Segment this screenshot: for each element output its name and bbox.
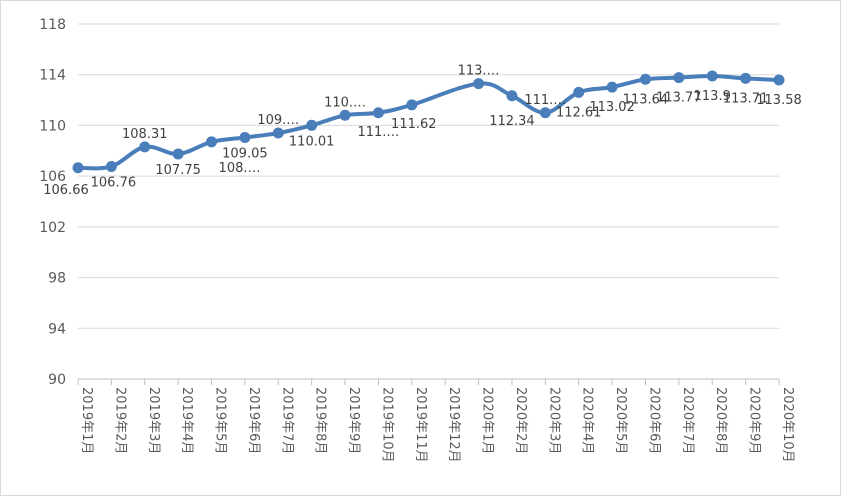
data-label: 109.05	[222, 146, 268, 161]
x-tick-label: 2019年2月	[112, 387, 127, 454]
x-tick-label: 2020年6月	[646, 387, 661, 454]
x-tick-label: 2020年5月	[613, 387, 628, 454]
data-point	[406, 99, 418, 111]
x-tick-label: 2019年11月	[413, 387, 428, 463]
x-tick-label: 2019年7月	[279, 387, 294, 454]
data-label: 110.01	[289, 134, 335, 149]
data-label: 113.02	[589, 100, 635, 115]
data-point	[172, 148, 184, 160]
data-label: 113.58	[756, 93, 802, 108]
x-tick-label: 2019年10月	[379, 387, 394, 463]
data-point	[506, 90, 518, 102]
x-tick-label: 2019年12月	[446, 387, 461, 463]
data-point	[706, 70, 718, 82]
data-label: 113.64	[623, 92, 669, 107]
data-point	[539, 107, 551, 119]
x-tick-label: 2020年10月	[780, 387, 795, 463]
data-label: 113.71	[723, 91, 769, 106]
data-point	[272, 127, 284, 139]
x-tick-label: 2020年9月	[747, 387, 762, 454]
x-tick-label: 2020年8月	[713, 387, 728, 454]
gridlines	[78, 23, 779, 380]
x-tick-label: 2020年7月	[680, 387, 695, 454]
y-tick-label: 106	[39, 169, 66, 185]
y-tick-label: 110	[39, 118, 66, 134]
y-tick-label: 118	[39, 17, 66, 33]
y-tick-label: 102	[39, 220, 66, 236]
x-tick-label: 2019年4月	[179, 387, 194, 454]
x-axis: 2019年1月 2019年2月 2019年3月 2019年4月 2019年5月 2019年…	[77, 379, 795, 463]
data-point	[740, 72, 752, 84]
x-tick-label: 2019年3月	[146, 387, 161, 454]
data-point	[105, 161, 117, 173]
x-tick-label: 2020年4月	[580, 387, 595, 454]
data-label: 112.34	[489, 114, 535, 129]
y-tick-label: 90	[48, 372, 66, 388]
data-label: 108.…	[219, 161, 261, 176]
data-label: 112.61	[556, 105, 602, 120]
data-point	[306, 119, 318, 131]
x-tick-label: 2019年6月	[246, 387, 261, 454]
data-point	[773, 74, 785, 86]
data-label: 111.…	[524, 93, 566, 108]
y-tick-label: 98	[48, 271, 66, 287]
data-point	[639, 73, 651, 85]
data-label: 106.76	[91, 176, 137, 191]
data-point	[473, 78, 485, 90]
data-label: 111.…	[357, 125, 399, 140]
data-label: 113.9	[694, 89, 731, 104]
data-label: 109.…	[257, 113, 299, 128]
x-tick-label: 2020年3月	[546, 387, 561, 454]
data-label: 113.…	[458, 64, 500, 79]
y-tick-label: 114	[39, 68, 66, 84]
data-label: 107.75	[155, 163, 201, 178]
x-tick-label: 2020年1月	[480, 387, 495, 454]
data-label: 113.77	[656, 91, 702, 106]
data-point	[139, 141, 151, 153]
data-point	[606, 81, 618, 93]
data-point	[673, 72, 685, 84]
data-labels: 106.66 106.76 108.31 107.75 108.…109.05 109.……	[43, 64, 802, 198]
data-point	[573, 86, 585, 98]
y-tick-label: 94	[48, 321, 66, 337]
x-tick-label: 2019年5月	[213, 387, 228, 454]
data-point	[339, 109, 351, 121]
x-tick-label: 2019年8月	[313, 387, 328, 454]
x-tick-label: 2019年1月	[79, 387, 94, 454]
data-point	[72, 162, 84, 174]
data-label: 111.62	[391, 117, 437, 132]
data-point	[372, 107, 384, 119]
y-axis: 90 94 98 102 106 110 114 118	[39, 17, 66, 388]
data-label: 110.…	[324, 95, 366, 110]
x-tick-label: 2020年2月	[513, 387, 528, 454]
data-point	[239, 131, 251, 143]
data-point	[206, 136, 218, 148]
series-group	[72, 70, 785, 174]
data-label: 108.31	[122, 127, 168, 142]
x-tick-label: 2019年9月	[346, 387, 361, 454]
data-label: 106.66	[43, 183, 89, 198]
